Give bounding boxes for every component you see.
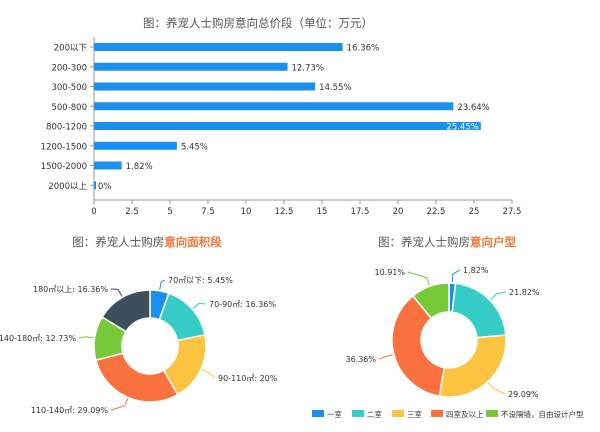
pie-slice-label: 110-140㎡: 29.09%	[31, 406, 109, 415]
pie-slice-label: 140-180㎡: 12.73%	[0, 334, 76, 343]
pie-slice	[158, 292, 206, 342]
legend-label: 二室	[367, 409, 382, 419]
bar-value-label: 12.73%	[291, 63, 323, 73]
layout-donut: 1.82% 21.82% 29.09% 36.36% 10.91%	[345, 266, 539, 399]
chart-title-highlight: 意向面积段	[164, 235, 222, 249]
chart-title-prefix: 图：养宠人士购房	[378, 235, 470, 249]
pie-slice	[94, 352, 179, 403]
pie-slice	[451, 282, 507, 339]
pie-leader-line	[78, 336, 94, 339]
y-tick-label: 300-500	[51, 83, 87, 93]
y-tick-label: 1200-1500	[41, 142, 87, 152]
x-tick-label: 22.5	[427, 207, 446, 217]
legend-item: 三室	[392, 409, 422, 419]
pie-slice-label: 70㎡以下: 5.45%	[168, 276, 233, 285]
bar-chart: 200以下 16.36%200-300 12.73%300-500 14.55%500…	[41, 37, 522, 217]
pie-slice-label: 10.91%	[374, 268, 405, 277]
pie-leader-line	[490, 291, 507, 300]
pie-leader-line	[159, 279, 166, 290]
bar-chart-title: 图：养宠人士购房意向总价段（单位：万元）	[143, 16, 373, 30]
pie-leader-line	[201, 369, 216, 379]
legend-label: 三室	[407, 409, 422, 419]
pie-slice-label: 1.82%	[463, 266, 489, 275]
pie-leader-line	[110, 288, 123, 297]
legend-item: 二室	[352, 409, 382, 419]
bar-value-label: 1.82%	[126, 162, 153, 172]
pie-slice-label: 21.82%	[509, 288, 540, 297]
pie-slice	[101, 289, 151, 333]
y-tick-label: 500-800	[51, 103, 87, 113]
pie-leader-line	[487, 382, 506, 395]
y-tick-label: 2000以上	[48, 182, 87, 192]
bar-value-label: 5.45%	[181, 142, 208, 152]
bar	[94, 141, 177, 150]
y-tick-label: 200-300	[51, 63, 87, 73]
legend-label: 不设隔墙，自由设计户型	[501, 409, 584, 419]
layout-legend: 一室 二室 三室 四室及以上 不设隔墙，自由设计户型	[312, 409, 584, 419]
legend-item: 四室及以上	[431, 409, 484, 419]
pie-leader-line	[110, 398, 129, 411]
y-tick-label: 800-1200	[46, 123, 87, 133]
chart-title-highlight: 意向户型	[470, 235, 516, 249]
pie-slice	[391, 294, 446, 398]
bar	[94, 102, 454, 111]
pie-leader-line	[451, 269, 461, 283]
pie-slice-label: 90-110㎡: 20%	[218, 374, 278, 383]
pie-leader-line	[407, 271, 430, 286]
x-tick-label: 7.5	[201, 207, 215, 217]
pie-slice-label: 180㎡以上: 16.36%	[33, 285, 108, 294]
y-tick-label: 200以下	[54, 44, 88, 54]
x-tick-label: 12.5	[275, 207, 294, 217]
legend-swatch	[352, 410, 364, 417]
pie-slice-label: 70-90㎡: 16.36%	[209, 300, 276, 309]
bar	[94, 161, 122, 170]
legend-swatch	[431, 410, 443, 417]
x-tick-label: 2.5	[125, 207, 139, 217]
area-donut-title: 图：养宠人士购房意向面积段	[72, 235, 222, 249]
bar	[94, 62, 288, 71]
layout-donut-title: 图：养宠人士购房意向户型	[378, 235, 516, 249]
bar	[94, 43, 343, 51]
x-tick-label: 15	[317, 207, 328, 217]
x-tick-label: 17.5	[351, 207, 370, 217]
pie-slice-label: 36.36%	[345, 355, 376, 364]
bar	[94, 181, 96, 190]
legend-label: 四室及以上	[446, 409, 484, 419]
bar	[94, 122, 481, 130]
legend-swatch	[312, 410, 324, 417]
x-tick-label: 25	[469, 207, 480, 217]
x-tick-label: 27.5	[503, 207, 522, 217]
bar	[94, 82, 316, 91]
legend-swatch	[486, 410, 498, 417]
x-tick-label: 10	[241, 207, 252, 217]
pie-leader-line	[378, 354, 394, 360]
y-tick-label: 1500-2000	[41, 162, 87, 172]
pie-leader-line	[192, 302, 207, 310]
x-tick-label: 0	[91, 207, 96, 217]
bar-value-label: 0%	[98, 182, 112, 192]
bar-value-label: 16.36%	[347, 44, 379, 54]
bar-value-label: 25.45%	[446, 123, 478, 133]
legend-item: 不设隔墙，自由设计户型	[486, 409, 584, 419]
bar-value-label: 14.55%	[319, 83, 351, 93]
pie-slice-label: 29.09%	[508, 390, 539, 399]
legend-label: 一室	[327, 409, 342, 419]
pie-slice	[438, 334, 507, 398]
bar-value-label: 23.64%	[457, 103, 489, 113]
legend-swatch	[392, 410, 404, 417]
pie-slice	[411, 282, 450, 320]
x-tick-label: 20	[393, 207, 404, 217]
area-donut: 70㎡以下: 5.45% 70-90㎡: 16.36% 90-110㎡: 20% 11…	[0, 276, 278, 415]
x-tick-label: 5	[167, 207, 172, 217]
legend-item: 一室	[312, 409, 342, 419]
chart-title-prefix: 图：养宠人士购房	[72, 235, 164, 249]
